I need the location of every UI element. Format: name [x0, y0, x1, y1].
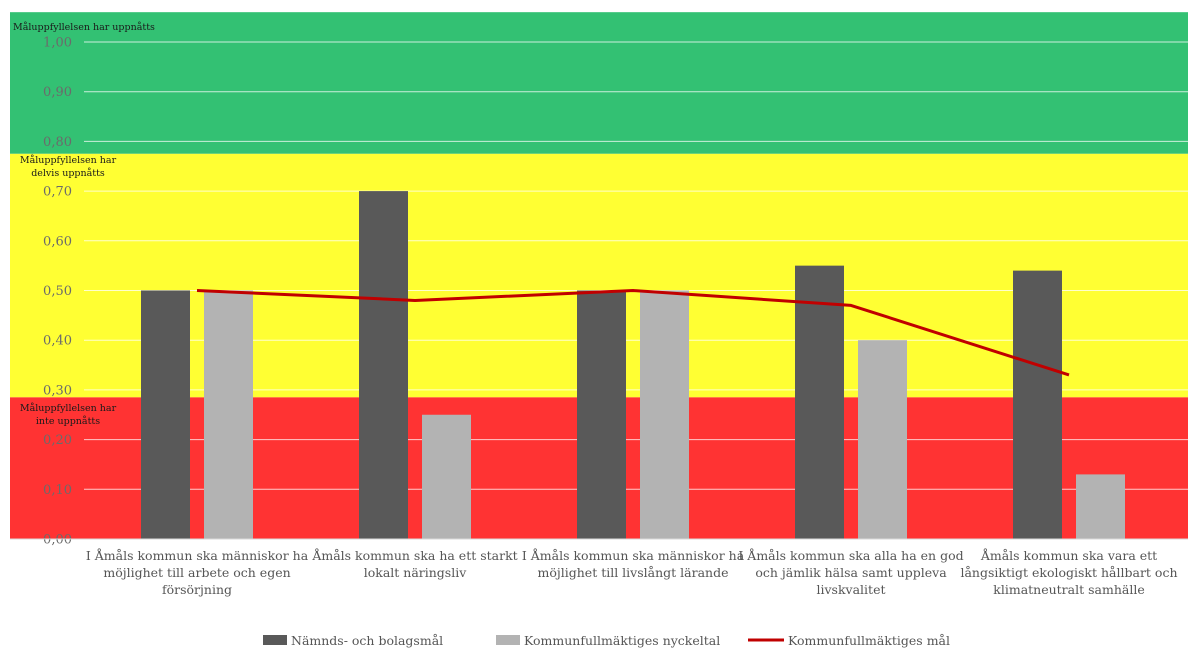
x-category-label: möjlighet till arbete och egen	[103, 565, 290, 580]
bar-series1-cat5	[1013, 270, 1062, 539]
x-category-label: I Åmåls kommun ska människor ha	[86, 548, 309, 563]
legend-label: Nämnds- och bolagsmål	[291, 633, 443, 648]
y-tick-label: 0,50	[43, 284, 72, 299]
x-category-label: klimatneutralt samhälle	[993, 582, 1144, 597]
zone-label: Måluppfyllelsen har uppnåtts	[13, 21, 155, 33]
x-axis: I Åmåls kommun ska människor ha möjlighet…	[10, 538, 1188, 597]
x-category-label: Åmåls kommun ska vara ett	[980, 548, 1157, 563]
y-tick-label: 0,20	[43, 433, 72, 448]
x-category-label: försörjning	[162, 582, 232, 597]
zone-label: inte uppnåtts	[36, 415, 100, 427]
zone-label: delvis uppnåtts	[31, 167, 105, 179]
bar-series2-cat2	[422, 414, 471, 539]
y-tick-label: 0,40	[43, 334, 72, 349]
bar-series2-cat4	[858, 340, 907, 539]
gridlines	[84, 41, 1188, 540]
bar-series1-cat4	[795, 265, 844, 539]
legend-label: Kommunfullmäktiges mål	[788, 633, 950, 648]
y-tick-label: 0,90	[43, 85, 72, 100]
zone-band-0	[10, 12, 1188, 154]
bar-series2-cat1	[204, 290, 253, 539]
x-category-label: Åmåls kommun ska ha ett starkt	[311, 548, 517, 563]
x-category-label: I Åmåls kommun ska alla ha en god	[738, 548, 963, 563]
y-axis: 0,00 0,10 0,20 0,30 0,40 0,50 0,60 0,70 0,80 0,90…	[43, 36, 72, 548]
x-category-label: livskvalitet	[816, 582, 885, 597]
x-category-label: och jämlik hälsa samt uppleva	[755, 565, 947, 580]
y-tick-label: 1,00	[43, 36, 72, 51]
zone-label: Måluppfyllelsen har	[20, 154, 117, 166]
legend-swatch	[496, 635, 520, 645]
y-tick-label: 0,60	[43, 234, 72, 249]
bar-series2-cat5	[1076, 474, 1125, 539]
x-category-label: långsiktigt ekologiskt hållbart och	[960, 565, 1177, 580]
y-tick-label: 0,80	[43, 135, 72, 150]
legend-label: Kommunfullmäktiges nyckeltal	[524, 633, 720, 648]
bar-series1-cat2	[359, 191, 408, 539]
goal-line-series	[196, 289, 1070, 377]
x-category-label: lokalt näringsliv	[364, 565, 467, 580]
bar-series2-cat3	[640, 290, 689, 539]
zone-labels: Måluppfyllelsen har uppnåtts Måluppfyllel…	[13, 21, 155, 427]
bars	[141, 191, 1125, 539]
y-tick-label: 0,10	[43, 483, 72, 498]
x-category-label: I Åmåls kommun ska människor ha	[522, 548, 745, 563]
legend: Nämnds- och bolagsmål Kommunfullmäktiges …	[263, 633, 950, 648]
bar-series1-cat1	[141, 290, 190, 539]
goal-line	[196, 289, 1070, 377]
x-category-label: möjlighet till livslångt lärande	[538, 565, 729, 580]
legend-swatch	[263, 635, 287, 645]
y-tick-label: 0,70	[43, 185, 72, 200]
bar-series1-cat3	[577, 290, 626, 539]
y-tick-label: 0,00	[43, 533, 72, 548]
y-tick-label: 0,30	[43, 383, 72, 398]
zone-label: Måluppfyllelsen har	[20, 402, 117, 414]
